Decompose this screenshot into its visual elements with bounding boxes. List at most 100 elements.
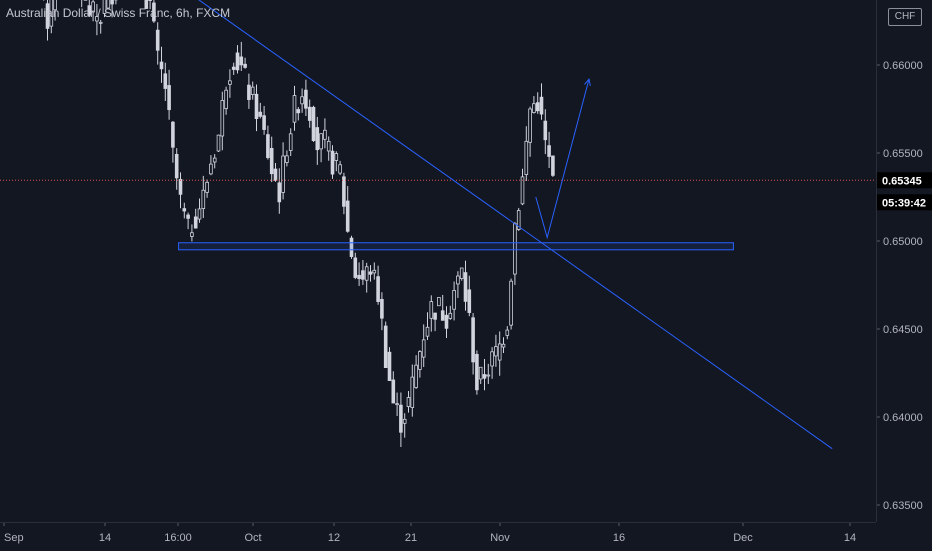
candle-body <box>362 271 365 280</box>
candle-body <box>502 344 505 347</box>
support-zone <box>179 243 734 250</box>
candle-body <box>278 183 281 202</box>
candle-body <box>525 141 528 174</box>
candle-body <box>506 330 509 335</box>
candle-body <box>191 233 194 237</box>
candle-body <box>415 365 418 387</box>
candle-body <box>403 419 406 423</box>
candle-body <box>548 146 551 157</box>
candle-body <box>206 182 209 192</box>
candle-body <box>244 64 247 67</box>
candle-body <box>487 375 490 376</box>
candle-body <box>430 302 433 319</box>
candle-body <box>259 112 262 116</box>
candle-body <box>438 297 441 305</box>
candle-body <box>255 94 258 118</box>
currency-badge[interactable]: CHF <box>888 8 922 26</box>
candle-body <box>491 352 494 366</box>
candle-body <box>232 67 235 69</box>
projection-arrow <box>536 79 589 237</box>
candle-body <box>540 97 543 114</box>
candle-body <box>449 313 452 318</box>
candle-body <box>521 177 524 204</box>
candle-body <box>213 158 216 162</box>
candle-body <box>194 217 197 228</box>
candle-body <box>301 97 304 104</box>
candle-body <box>293 96 296 123</box>
candle-body <box>483 375 486 379</box>
candle-body <box>270 148 273 173</box>
candle-body <box>377 277 380 302</box>
candle-body <box>411 377 414 407</box>
candle-body <box>510 281 513 325</box>
candle-body <box>175 154 178 177</box>
candle-body <box>457 276 460 284</box>
candle-body <box>384 326 387 368</box>
candle-body <box>187 215 190 218</box>
candle-body <box>324 130 327 139</box>
chart-title: Australian Dollar / Swiss Franc, 6h, FXC… <box>6 6 230 20</box>
candle-body <box>536 103 539 111</box>
candle-body <box>183 209 186 211</box>
candle-body <box>149 0 152 1</box>
candle-body <box>381 299 384 318</box>
candle-body <box>434 313 437 319</box>
candle-body <box>156 30 159 50</box>
candle-body <box>544 121 547 140</box>
candle-body <box>164 74 167 89</box>
candle-body <box>464 273 467 302</box>
candle-body <box>172 122 175 147</box>
candle-body <box>236 53 239 70</box>
candle-body <box>316 128 319 150</box>
candle-body <box>248 85 251 99</box>
candle-body <box>495 347 498 356</box>
candle-body <box>240 57 243 65</box>
candle-body <box>217 135 220 151</box>
candle-body <box>111 0 114 4</box>
candle-body <box>289 134 292 151</box>
candle-body <box>476 354 479 389</box>
price-axis[interactable] <box>876 0 932 522</box>
candle-body <box>419 352 422 370</box>
candle-body <box>198 209 201 219</box>
time-axis[interactable] <box>0 522 876 551</box>
candle-body <box>179 179 182 194</box>
candle-body <box>229 81 232 85</box>
candle-body <box>312 107 315 140</box>
candle-body <box>346 201 349 231</box>
candle-body <box>445 315 448 328</box>
candle-body <box>396 404 399 405</box>
candle-body <box>533 104 536 113</box>
candle-body <box>221 100 224 136</box>
candle-body <box>498 344 501 360</box>
candle-body <box>168 85 171 109</box>
candle-body <box>365 267 368 280</box>
candle-body <box>274 169 277 180</box>
candle-body <box>441 311 444 321</box>
candle-body <box>251 87 254 94</box>
candle-body <box>373 270 376 273</box>
candle-body <box>400 405 403 432</box>
candle-body <box>282 156 285 192</box>
candle-body <box>286 156 289 163</box>
candle-body <box>422 340 425 357</box>
candle-body <box>552 156 555 175</box>
candle-body <box>358 275 361 278</box>
candle-body <box>468 290 471 313</box>
candle-body <box>327 141 330 151</box>
candle-body <box>426 327 429 336</box>
candle-body <box>267 135 270 158</box>
candle-body <box>479 367 482 379</box>
candle-body <box>99 22 102 23</box>
candle-body <box>305 90 308 108</box>
candle-body <box>210 164 213 174</box>
candle-body <box>308 107 311 120</box>
candle-body <box>453 290 456 309</box>
candle-body <box>263 116 266 130</box>
candle-body <box>339 165 342 173</box>
candle-body <box>343 177 346 206</box>
candle-body <box>297 110 300 113</box>
candle-body <box>369 272 372 274</box>
trendline <box>8 0 833 449</box>
